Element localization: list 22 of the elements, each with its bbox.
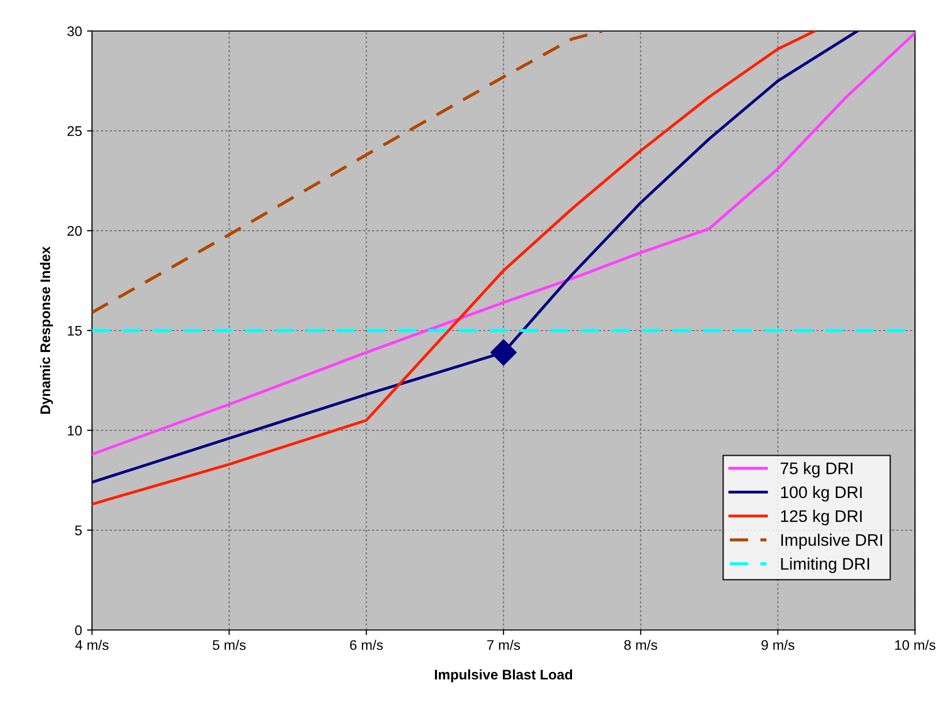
legend-label: 100 kg DRI xyxy=(781,486,862,502)
y-tick-label: 0 xyxy=(75,625,82,636)
y-tick-label: 25 xyxy=(68,126,82,136)
y-axis-title: Dynamic Response Index xyxy=(40,246,53,414)
x-tick-label: 4 m/s xyxy=(75,640,108,650)
x-tick-label: 7 m/s xyxy=(487,640,520,650)
legend-label: 75 kg DRI xyxy=(780,462,852,478)
legend-label: Impulsive DRI xyxy=(781,534,882,550)
x-tick-label: 8 m/s xyxy=(624,640,658,650)
legend-label: 125 kg DRI xyxy=(781,510,862,526)
line-series xyxy=(92,31,604,314)
y-tick-label: 20 xyxy=(68,226,82,236)
x-tick-label: 9 m/s xyxy=(762,640,794,650)
x-tick-label: 10 m/s xyxy=(895,640,936,650)
x-tick-label: 5 m/s xyxy=(212,640,246,650)
y-tick-label: 5 xyxy=(75,526,82,536)
y-tick-label: 15 xyxy=(68,326,82,336)
y-tick-label: 10 xyxy=(68,426,82,436)
x-tick-label: 6 m/s xyxy=(350,640,383,650)
y-tick-label: 30 xyxy=(67,26,82,36)
x-axis-title: Impulsive Blast Load xyxy=(434,669,572,682)
legend-label: Limiting DRI xyxy=(781,558,870,574)
